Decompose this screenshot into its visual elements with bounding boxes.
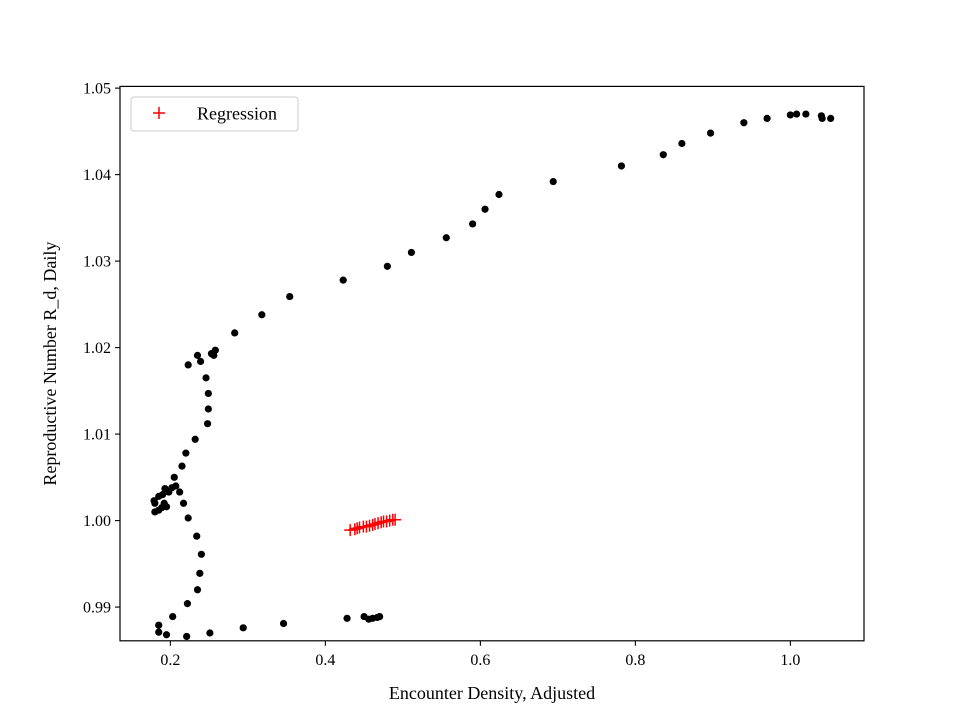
data-point	[162, 503, 171, 511]
data-point	[740, 119, 748, 127]
y-tick-label: 1.01	[83, 427, 111, 444]
plot-frame	[119, 85, 865, 642]
data-point	[207, 350, 216, 358]
data-point	[169, 612, 177, 621]
data-point	[231, 329, 239, 337]
data-point	[176, 488, 184, 496]
data-point	[481, 205, 489, 213]
y-axis-label: Reproductive Number R_d, Daily	[40, 242, 60, 486]
data-point	[155, 628, 163, 636]
regression-point	[360, 520, 373, 533]
data-point	[178, 462, 186, 470]
data-point	[659, 151, 667, 159]
data-point	[150, 497, 158, 505]
data-point	[407, 248, 415, 257]
data-point	[495, 190, 503, 199]
data-point	[203, 420, 212, 428]
y-tick-label: 0.99	[83, 600, 111, 617]
legend-box	[130, 96, 299, 132]
data-point	[155, 621, 163, 629]
data-point	[802, 110, 810, 118]
data-point	[193, 532, 201, 540]
data-point	[184, 514, 192, 522]
x-tick-label: 0.6	[470, 652, 490, 669]
data-point	[549, 177, 557, 186]
data-point	[206, 629, 214, 637]
y-tick-label: 1.05	[83, 81, 111, 98]
data-point	[786, 111, 794, 119]
x-axis-label: Encounter Density, Adjusted	[389, 683, 595, 703]
data-point	[383, 262, 391, 270]
data-point	[827, 114, 835, 123]
data-point	[191, 435, 199, 443]
data-point	[162, 631, 171, 639]
y-tick-label: 1.04	[83, 167, 111, 184]
data-point	[376, 612, 384, 621]
regression-point	[366, 518, 379, 531]
x-tick-label: 0.8	[625, 652, 645, 669]
regression-point	[368, 518, 381, 531]
y-tick-label: 1.00	[83, 513, 111, 530]
y-axis: 0.99 1.00 1.01 1.02 1.03 1.04 1.05	[83, 81, 120, 617]
data-point	[343, 614, 351, 622]
data-point	[279, 619, 288, 628]
regression-point	[375, 516, 388, 529]
regression-point	[389, 513, 402, 526]
x-tick-label: 0.2	[160, 652, 180, 669]
y-tick-label: 1.02	[83, 340, 111, 357]
data-point	[182, 449, 190, 457]
data-point	[258, 311, 266, 319]
regression-point	[351, 522, 364, 535]
regression-point	[383, 514, 396, 527]
data-point	[339, 276, 347, 284]
data-point	[204, 389, 212, 398]
data-point	[817, 112, 825, 120]
data-point	[155, 492, 163, 500]
data-point	[239, 624, 247, 632]
observed-series	[150, 110, 835, 641]
data-point	[442, 234, 450, 242]
data-point	[469, 220, 477, 228]
data-point	[193, 351, 202, 359]
data-point	[763, 114, 771, 123]
regression-series	[344, 513, 402, 537]
x-axis: 0.2 0.4 0.6 0.8 1.0	[160, 640, 800, 669]
data-point	[196, 569, 204, 577]
regression-point	[363, 519, 376, 532]
data-point	[204, 405, 212, 413]
data-point	[183, 600, 192, 608]
data-point	[179, 499, 188, 507]
data-point	[286, 292, 294, 301]
data-points	[150, 110, 835, 641]
x-tick-label: 1.0	[780, 652, 800, 669]
data-point	[184, 361, 192, 369]
y-tick-label: 1.03	[83, 254, 111, 271]
data-point	[170, 473, 178, 481]
x-tick-label: 0.4	[315, 652, 335, 669]
data-point	[193, 586, 202, 594]
legend-marker-regression	[153, 107, 165, 119]
data-point	[197, 357, 205, 366]
data-point	[183, 632, 191, 641]
legend: Regression	[130, 96, 299, 132]
data-point	[706, 129, 715, 137]
legend-label-regression: Regression	[197, 104, 277, 124]
regression-point	[372, 517, 385, 530]
data-point	[202, 374, 210, 382]
data-point	[161, 484, 169, 493]
data-point	[197, 550, 205, 558]
data-point	[678, 139, 686, 148]
data-point	[792, 110, 801, 118]
data-point	[155, 506, 163, 514]
regression-point	[380, 515, 393, 528]
data-point	[617, 162, 626, 170]
